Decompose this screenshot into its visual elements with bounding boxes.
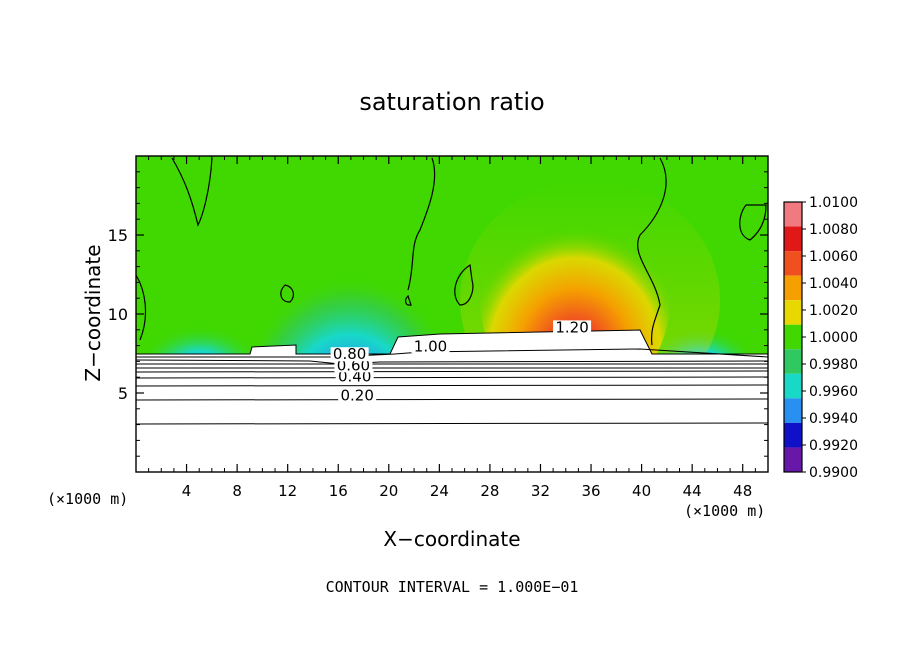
contour-label-bg (335, 369, 374, 384)
colorbar-label: 0.9920 (809, 438, 858, 454)
x-tick-label: 8 (232, 482, 242, 500)
x-tick-label: 40 (632, 482, 651, 500)
colorbar-label: 1.0100 (809, 195, 858, 211)
contour-label-bg (338, 388, 377, 403)
x-tick-label: 20 (379, 482, 398, 500)
x-tick-label: 32 (531, 482, 550, 500)
x-tick-label: 12 (278, 482, 297, 500)
heatmap-field: 0.200.400.600.80 1.001.20 (136, 156, 768, 472)
colorbar-label: 1.0000 (809, 330, 858, 346)
x-tick-label: 16 (329, 482, 348, 500)
colorbar-segment (784, 373, 802, 399)
colorbar-segment (784, 422, 802, 448)
colorbar-segment (784, 300, 802, 325)
colorbar-segment (784, 324, 802, 350)
x-scale-note-left: (×1000 m) (47, 490, 129, 508)
x-tick-label: 36 (581, 482, 600, 500)
colorbar-segment (784, 202, 802, 227)
y-tick-label: 15 (108, 226, 128, 245)
contour-interval-note: CONTOUR INTERVAL = 1.000E−01 (325, 578, 579, 596)
colorbar-label: 0.9900 (809, 465, 858, 481)
y-axis-ticks: 5 10 15 (108, 171, 768, 457)
contour-label-bg (553, 320, 592, 335)
colorbar-label: 0.9940 (809, 411, 858, 427)
colorbar-segment (784, 398, 802, 423)
contour-labels: 0.200.400.600.80 1.001.20 (330, 318, 592, 404)
x-tick-label: 24 (430, 482, 449, 500)
x-scale-note-right: (×1000 m) (684, 502, 766, 520)
colorbar-segment (784, 349, 802, 374)
contour-label-bg (330, 347, 369, 362)
contour-label: 1.20 (555, 318, 588, 336)
contour-label: 0.80 (333, 345, 366, 363)
x-axis-label: X−coordinate (383, 527, 521, 551)
x-tick-label: 44 (683, 482, 702, 500)
colorbar-label: 1.0020 (809, 303, 858, 319)
colorbar-label: 1.0080 (809, 222, 858, 238)
x-tick-label: 48 (733, 482, 752, 500)
colorbar-segment (784, 251, 802, 276)
x-tick-label: 28 (480, 482, 499, 500)
colorbar-segment (784, 275, 802, 301)
colorbar-label: 0.9960 (809, 384, 858, 400)
colorbar: 1.0100 1.0080 1.0060 1.0040 1.0020 1.0000 0.99… (783, 195, 858, 481)
contour-label-bg (334, 358, 373, 373)
colorbar-label: 1.0040 (809, 276, 858, 292)
colorbar-segment (784, 226, 802, 252)
y-tick-label: 10 (108, 305, 128, 324)
y-tick-label: 5 (118, 384, 128, 403)
contour-label: 1.00 (414, 337, 447, 355)
colorbar-label: 0.9980 (809, 357, 858, 373)
colorbar-label: 1.0060 (809, 249, 858, 265)
contour-lines-upper (136, 157, 767, 346)
contour-label-bg (411, 339, 450, 354)
x-axis-ticks: 4 8 12 16 20 24 28 32 36 40 44 48 (148, 156, 756, 500)
x-tick-label: 4 (182, 482, 192, 500)
contour-label: 0.20 (340, 386, 373, 404)
chart-title: saturation ratio (359, 88, 545, 116)
colorbar-segment (784, 447, 802, 472)
